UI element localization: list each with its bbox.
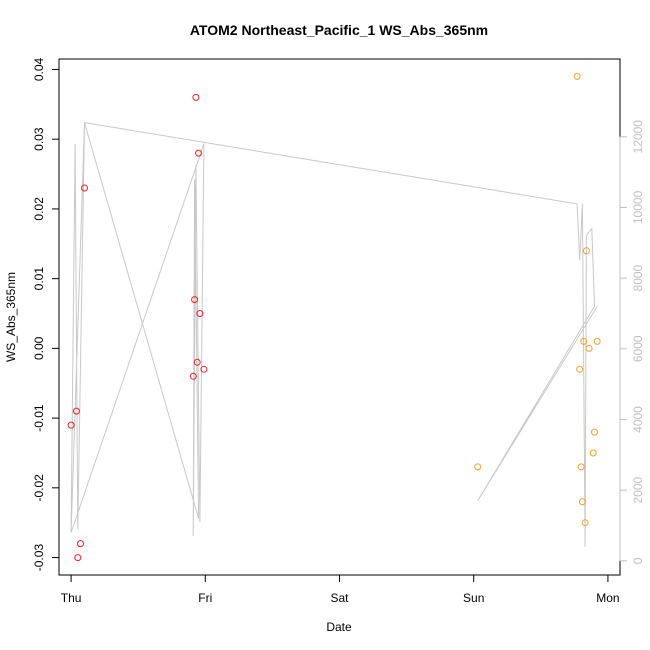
y-tick-label: 0.04 [32, 57, 46, 81]
data-point-red [67, 421, 75, 429]
data-point-red [74, 554, 82, 562]
data-point-red [189, 372, 197, 380]
line-layer [70, 122, 598, 547]
data-point-red [195, 149, 203, 157]
data-point-orange [593, 337, 601, 345]
points-layer [67, 72, 601, 562]
y-tick-label: 0.01 [32, 267, 46, 291]
data-point-orange [573, 72, 581, 80]
data-point-orange [576, 365, 584, 373]
data-point-red [193, 358, 201, 366]
data-point-orange [589, 449, 597, 457]
y-axis-label: WS_Abs_365nm [4, 272, 18, 362]
x-axis: Thu Fri Sat Sun Mon [61, 574, 620, 605]
y2-tick-label: 8000 [631, 264, 645, 291]
data-point-orange [474, 463, 482, 471]
plot-area [58, 58, 621, 576]
y-tick-label: 0.02 [32, 197, 46, 221]
data-point-orange [581, 519, 589, 527]
data-point-orange [580, 337, 588, 345]
data-point-orange [578, 498, 586, 506]
data-point-red [77, 540, 84, 548]
data-point-red [191, 296, 199, 304]
y2-tick-label: 4000 [631, 406, 645, 433]
x-tick-label: Mon [596, 591, 619, 605]
y2-axis: 0 2000 4000 6000 8000 10000 12000 [619, 120, 645, 564]
series-line [70, 122, 598, 547]
y2-tick-label: 2000 [631, 477, 645, 504]
data-point-orange [582, 247, 590, 255]
data-point-orange [591, 428, 598, 436]
y2-tick-label: 10000 [631, 190, 645, 224]
x-tick-label: Fri [198, 591, 212, 605]
data-point-orange [585, 344, 593, 352]
y-tick-label: -0.02 [32, 474, 46, 502]
x-tick-label: Thu [61, 591, 82, 605]
y-axis: -0.03 -0.02 -0.01 0.00 0.01 0.02 0.03 0.04 [32, 57, 60, 572]
data-point-red [200, 365, 208, 373]
data-point-orange [577, 463, 585, 471]
x-tick-label: Sat [330, 591, 349, 605]
y-tick-label: -0.03 [32, 544, 46, 572]
y-tick-label: 0.00 [32, 336, 46, 360]
chart-title: ATOM2 Northeast_Pacific_1 WS_Abs_365nm [190, 22, 488, 38]
data-point-red [192, 93, 200, 101]
y2-tick-label: 0 [631, 557, 645, 564]
y2-tick-label: 12000 [631, 120, 645, 154]
y-tick-label: -0.01 [32, 404, 46, 432]
y2-tick-label: 6000 [631, 335, 645, 362]
x-axis-label: Date [326, 620, 352, 634]
y-tick-label: 0.03 [32, 127, 46, 151]
data-point-red [81, 184, 88, 192]
x-tick-label: Sun [463, 591, 484, 605]
data-point-red [196, 310, 204, 317]
data-point-red [72, 407, 80, 415]
